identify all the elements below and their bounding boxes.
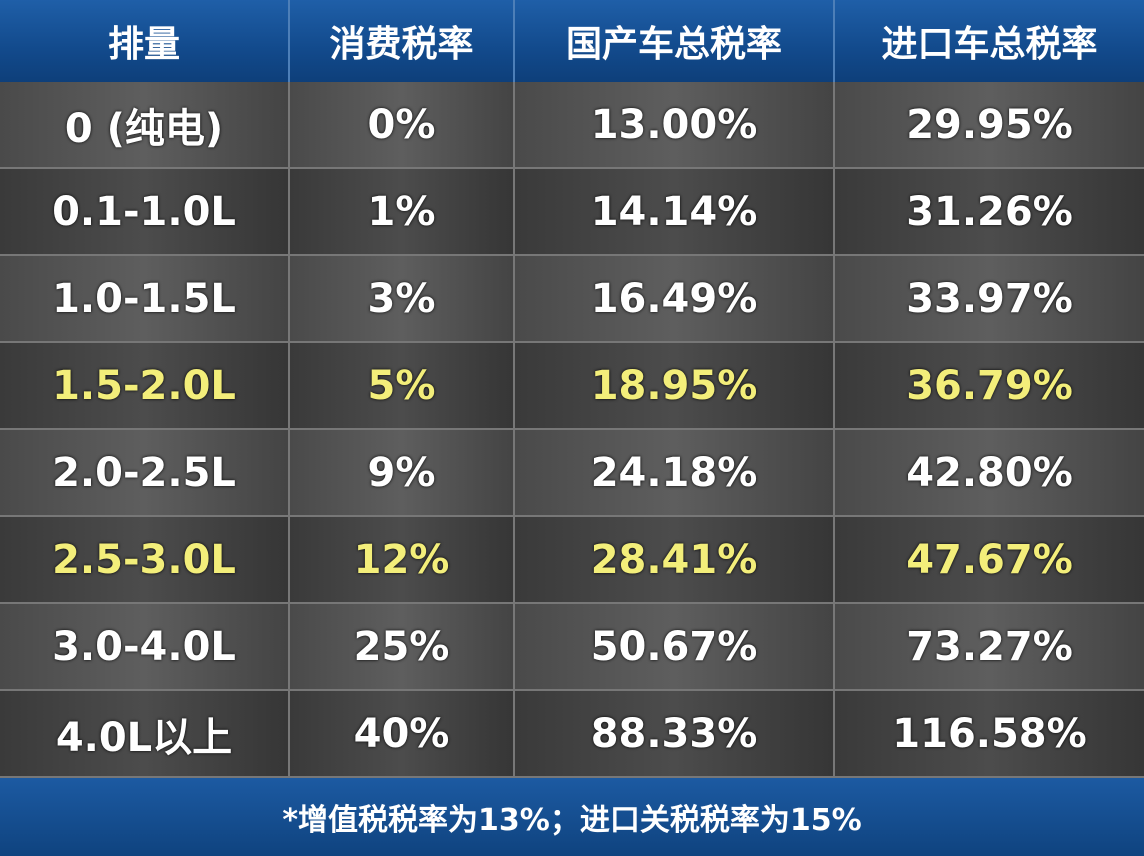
table-row: 3.0-4.0L 25% 50.67% 73.27% (0, 604, 1144, 691)
table-cell: 12% (290, 517, 515, 604)
table-cell: 1% (290, 169, 515, 256)
table-row: 1.0-1.5L 3% 16.49% 33.97% (0, 256, 1144, 343)
table-cell: 13.00% (515, 82, 835, 169)
table-cell: 42.80% (835, 430, 1144, 517)
table-cell: 29.95% (835, 82, 1144, 169)
table-cell: 31.26% (835, 169, 1144, 256)
table-row: 2.5-3.0L 12% 28.41% 47.67% (0, 517, 1144, 604)
table-cell: 3.0-4.0L (0, 604, 290, 691)
table-row: 4.0L以上 40% 88.33% 116.58% (0, 691, 1144, 778)
header-cell: 进口车总税率 (881, 24, 1098, 65)
table-cell: 16.49% (515, 256, 835, 343)
table-cell: 0 (纯电) (0, 82, 290, 169)
table-cell: 25% (290, 604, 515, 691)
table-row: 1.5-2.0L 5% 18.95% 36.79% (0, 343, 1144, 430)
table-cell: 2.0-2.5L (0, 430, 290, 517)
table-cell: 2.5-3.0L (0, 517, 290, 604)
table-row: 0.1-1.0L 1% 14.14% 31.26% (0, 169, 1144, 256)
table-cell: 40% (290, 691, 515, 778)
table-cell: 1.0-1.5L (0, 256, 290, 343)
footnote: *增值税税率为13%；进口关税税率为15% (0, 778, 1144, 856)
header-row: 排量 消费税率 国产车总税率 进口车总税率 (0, 0, 1144, 82)
table-cell: 5% (290, 343, 515, 430)
table-cell: 88.33% (515, 691, 835, 778)
table-cell: 116.58% (835, 691, 1144, 778)
table-cell: 24.18% (515, 430, 835, 517)
table-cell: 0.1-1.0L (0, 169, 290, 256)
table-row: 2.0-2.5L 9% 24.18% 42.80% (0, 430, 1144, 517)
table-cell: 18.95% (515, 343, 835, 430)
table-cell: 47.67% (835, 517, 1144, 604)
table-cell: 3% (290, 256, 515, 343)
header-cell: 国产车总税率 (515, 0, 835, 82)
table-cell: 28.41% (515, 517, 835, 604)
table-cell: 4.0L以上 (0, 691, 290, 778)
table-cell: 50.67% (515, 604, 835, 691)
table-row: 0 (纯电) 0% 13.00% 29.95% (0, 82, 1144, 169)
header-cell: 排量 (0, 0, 290, 82)
table-body: 0 (纯电) 0% 13.00% 29.95% 0.1-1.0L 1% 14.14% 31.2… (0, 82, 1144, 778)
table-cell: 0% (290, 82, 515, 169)
table-cell: 36.79% (835, 343, 1144, 430)
header-cell: 消费税率 (290, 0, 515, 82)
table-cell: 33.97% (835, 256, 1144, 343)
table-cell: 1.5-2.0L (0, 343, 290, 430)
table-cell: 9% (290, 430, 515, 517)
table-cell: 73.27% (835, 604, 1144, 691)
table-cell: 14.14% (515, 169, 835, 256)
